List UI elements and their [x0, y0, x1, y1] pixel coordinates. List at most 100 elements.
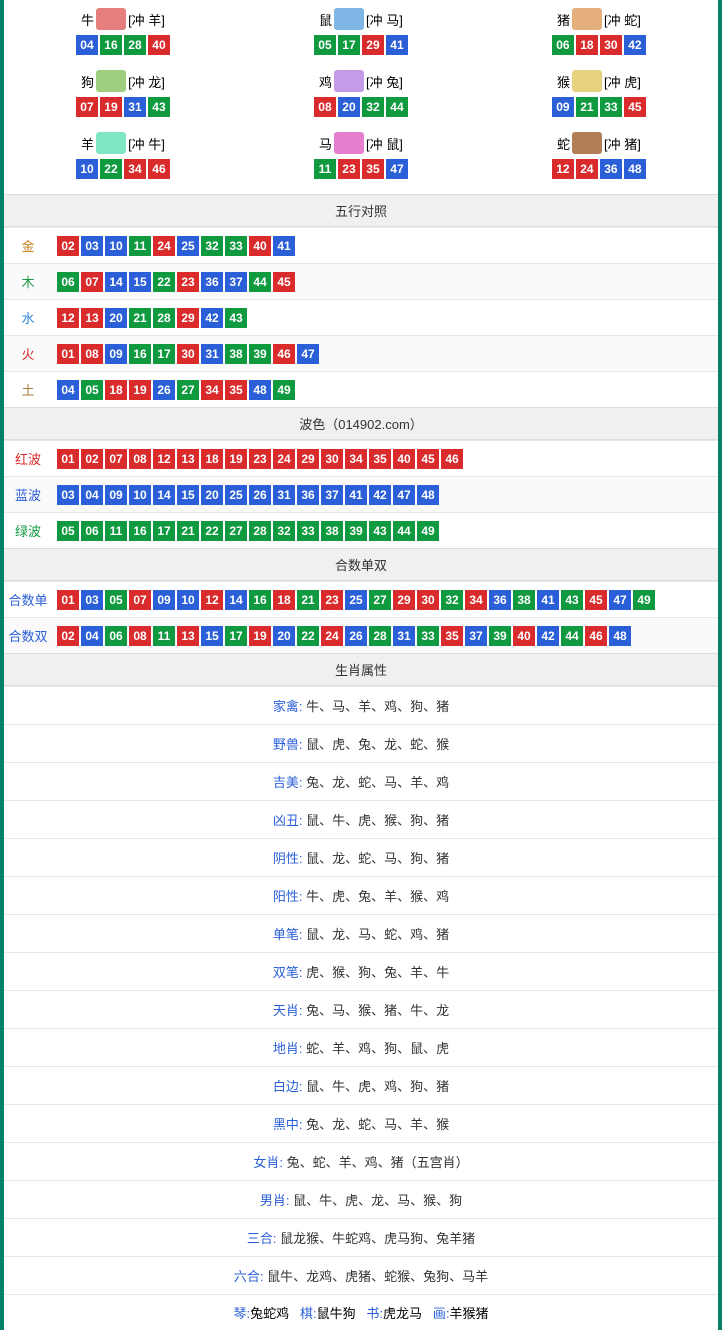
number-ball: 33 [297, 521, 319, 541]
number-ball: 46 [148, 159, 170, 179]
number-ball: 40 [249, 236, 271, 256]
number-ball: 24 [576, 159, 598, 179]
number-ball: 34 [201, 380, 223, 400]
number-row: 火0108091617303138394647 [4, 336, 718, 372]
number-ball: 16 [129, 344, 151, 364]
attr-value: 兔、蛇、羊、鸡、猪（五宫肖） [287, 1155, 469, 1170]
number-ball: 23 [338, 159, 360, 179]
attr-row: 吉美: 兔、龙、蛇、马、羊、鸡 [4, 762, 718, 800]
combo-key: 棋: [300, 1306, 317, 1321]
number-ball: 11 [129, 236, 151, 256]
number-ball: 39 [345, 521, 367, 541]
number-ball: 17 [153, 344, 175, 364]
number-ball: 01 [57, 344, 79, 364]
number-ball: 46 [273, 344, 295, 364]
zodiac-cell: 蛇[冲 猪]12243648 [480, 128, 718, 190]
zodiac-name: 猴 [557, 72, 570, 91]
number-ball: 25 [177, 236, 199, 256]
section-title-heshu: 合数单双 [4, 548, 718, 581]
number-row: 绿波05061116172122272832333839434449 [4, 513, 718, 549]
number-ball: 33 [600, 97, 622, 117]
zodiac-label: 狗[冲 龙] [81, 70, 165, 92]
number-row: 合数双0204060811131517192022242628313335373… [4, 618, 718, 654]
attrs-container: 家禽: 牛、马、羊、鸡、狗、猪野兽: 鼠、虎、兔、龙、蛇、猴吉美: 兔、龙、蛇、… [4, 686, 718, 1294]
attr-value: 兔、龙、蛇、马、羊、猴 [306, 1117, 449, 1132]
zodiac-clash: [冲 虎] [604, 72, 641, 91]
number-ball: 42 [624, 35, 646, 55]
number-ball: 27 [177, 380, 199, 400]
number-ball: 13 [177, 449, 199, 469]
number-ball: 12 [552, 159, 574, 179]
combo-value: 兔蛇鸡 [250, 1306, 289, 1321]
number-ball: 45 [585, 590, 607, 610]
number-ball: 03 [57, 485, 79, 505]
section-title-wuxing: 五行对照 [4, 194, 718, 227]
number-ball: 17 [225, 626, 247, 646]
zodiac-icon [96, 8, 126, 30]
attr-row: 双笔: 虎、猴、狗、兔、羊、牛 [4, 952, 718, 990]
number-row: 红波0102070812131819232429303435404546 [4, 441, 718, 477]
number-ball: 05 [57, 521, 79, 541]
number-ball: 11 [314, 159, 336, 179]
attr-row: 男肖: 鼠、牛、虎、龙、马、猴、狗 [4, 1180, 718, 1218]
zodiac-icon [96, 132, 126, 154]
number-ball: 43 [148, 97, 170, 117]
number-ball: 17 [153, 521, 175, 541]
zodiac-label: 马[冲 鼠] [319, 132, 403, 154]
number-ball: 43 [561, 590, 583, 610]
number-ball: 44 [386, 97, 408, 117]
number-ball: 27 [225, 521, 247, 541]
zodiac-cell: 鸡[冲 兔]08203244 [242, 66, 480, 128]
zodiac-cell: 鼠[冲 马]05172941 [242, 4, 480, 66]
attr-label: 野兽: [273, 737, 306, 752]
number-ball: 43 [225, 308, 247, 328]
number-ball: 16 [100, 35, 122, 55]
attr-value: 牛、虎、兔、羊、猴、鸡 [306, 889, 449, 904]
number-ball: 26 [345, 626, 367, 646]
number-ball: 34 [345, 449, 367, 469]
attr-label: 吉美: [273, 775, 306, 790]
number-ball: 35 [225, 380, 247, 400]
row-label: 木 [4, 264, 52, 300]
number-ball: 42 [537, 626, 559, 646]
combo-value: 虎龙马 [383, 1306, 422, 1321]
number-ball: 06 [57, 272, 79, 292]
row-label: 绿波 [4, 513, 52, 549]
number-ball: 31 [201, 344, 223, 364]
number-ball: 25 [225, 485, 247, 505]
number-ball: 38 [513, 590, 535, 610]
number-ball: 21 [129, 308, 151, 328]
section-title-bose: 波色（014902.com） [4, 407, 718, 440]
attr-value: 鼠龙猴、牛蛇鸡、虎马狗、兔羊猪 [280, 1231, 475, 1246]
attr-value: 鼠、牛、虎、龙、马、猴、狗 [293, 1193, 462, 1208]
row-balls: 0204060811131517192022242628313335373940… [52, 618, 718, 654]
zodiac-name: 羊 [81, 134, 94, 153]
number-ball: 42 [201, 308, 223, 328]
zodiac-grid: 牛[冲 羊]04162840鼠[冲 马]05172941猪[冲 蛇]061830… [4, 0, 718, 194]
attr-label: 黑中: [273, 1117, 306, 1132]
number-ball: 10 [129, 485, 151, 505]
number-ball: 32 [273, 521, 295, 541]
number-ball: 24 [321, 626, 343, 646]
zodiac-label: 牛[冲 羊] [81, 8, 165, 30]
number-ball: 36 [297, 485, 319, 505]
number-ball: 35 [441, 626, 463, 646]
number-ball: 31 [124, 97, 146, 117]
number-ball: 41 [273, 236, 295, 256]
number-ball: 47 [609, 590, 631, 610]
number-ball: 18 [105, 380, 127, 400]
number-ball: 34 [124, 159, 146, 179]
number-ball: 25 [345, 590, 367, 610]
number-ball: 46 [441, 449, 463, 469]
number-ball: 05 [105, 590, 127, 610]
zodiac-label: 猪[冲 蛇] [557, 8, 641, 30]
number-ball: 33 [417, 626, 439, 646]
number-ball: 08 [129, 449, 151, 469]
zodiac-cell: 狗[冲 龙]07193143 [4, 66, 242, 128]
zodiac-name: 猪 [557, 10, 570, 29]
number-ball: 48 [609, 626, 631, 646]
row-balls: 0108091617303138394647 [52, 336, 718, 372]
number-ball: 28 [369, 626, 391, 646]
number-ball: 04 [81, 626, 103, 646]
zodiac-icon [572, 132, 602, 154]
